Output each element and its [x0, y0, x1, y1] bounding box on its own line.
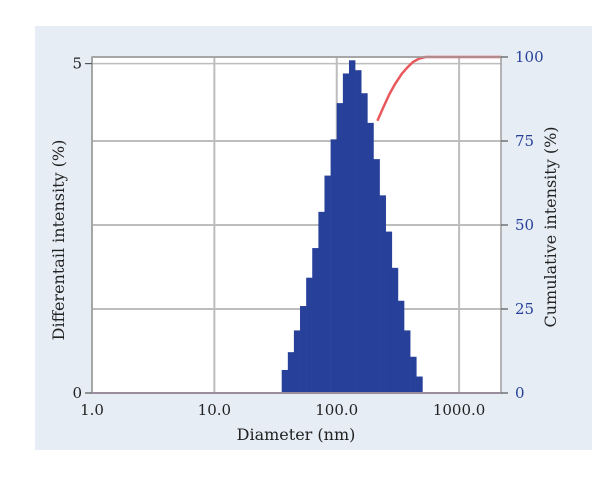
bar	[293, 330, 301, 393]
bar	[281, 369, 289, 393]
bar	[404, 330, 411, 393]
y-right-tick-label: 50	[515, 216, 534, 234]
y-left-tick-label: 5	[72, 55, 82, 73]
y-right-tick-label: 0	[515, 384, 525, 402]
bar	[342, 73, 350, 394]
y-right-tick-label: 25	[515, 300, 534, 318]
bar	[287, 352, 295, 393]
bar	[379, 195, 386, 393]
bar	[410, 356, 417, 393]
y-axis-left-label: Differentail intensity (%)	[49, 140, 68, 341]
bar	[330, 139, 338, 393]
bar	[312, 248, 319, 393]
x-tick-label: 1000.0	[433, 401, 486, 419]
x-axis-label: Diameter (nm)	[237, 425, 356, 444]
bar	[336, 103, 344, 393]
bar	[348, 60, 356, 393]
y-axis-right-label: Cumulative intensity (%)	[541, 126, 560, 327]
bar	[391, 267, 399, 393]
bar	[416, 376, 423, 393]
bar	[367, 122, 374, 393]
x-tick-label: 100.0	[315, 401, 358, 419]
bars	[281, 60, 423, 394]
bar	[355, 70, 362, 394]
bar	[300, 306, 307, 393]
bar	[324, 175, 331, 393]
bar	[318, 211, 325, 393]
bar	[397, 300, 405, 393]
y-right-tick-label: 75	[515, 132, 534, 150]
x-tick-label: 1.0	[80, 401, 104, 419]
bar	[385, 231, 393, 393]
y-right-tick-label: 100	[515, 48, 544, 66]
bar	[306, 277, 313, 393]
bar	[361, 93, 368, 393]
bar	[373, 159, 380, 393]
x-tick-label: 10.0	[198, 401, 231, 419]
y-left-tick-label: 0	[72, 384, 82, 402]
